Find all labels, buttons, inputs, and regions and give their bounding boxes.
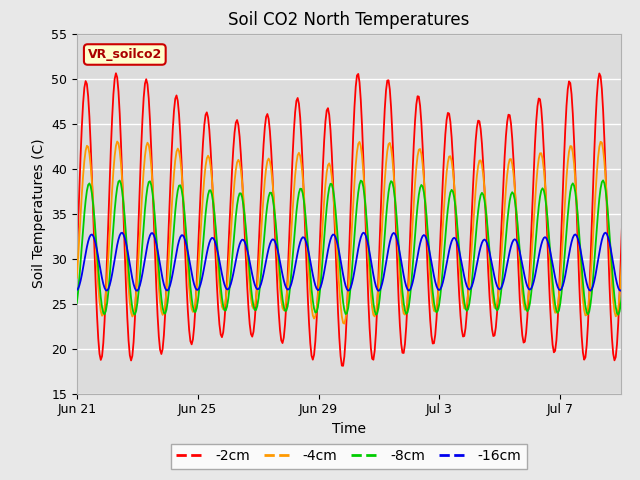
Line: -16cm: -16cm	[77, 233, 636, 291]
-8cm	[73, 300, 81, 306]
-8cm	[260, 241, 268, 247]
-4cm	[390, 170, 397, 176]
-16cm	[82, 251, 90, 256]
-4cm	[113, 139, 121, 144]
-2cm	[275, 310, 283, 315]
-16cm	[274, 247, 282, 252]
-16cm	[602, 230, 609, 236]
-2cm	[73, 257, 81, 263]
-2cm	[261, 124, 269, 130]
-4cm	[261, 178, 269, 183]
-2cm	[82, 78, 90, 84]
Line: -8cm: -8cm	[77, 180, 636, 315]
-16cm	[252, 285, 260, 290]
-8cm	[632, 189, 640, 195]
-2cm	[253, 275, 261, 281]
-4cm	[82, 148, 90, 154]
-2cm	[112, 71, 120, 76]
-16cm	[388, 231, 396, 237]
-4cm	[632, 178, 640, 184]
Line: -2cm: -2cm	[77, 73, 636, 366]
Legend: -2cm, -4cm, -8cm, -16cm: -2cm, -4cm, -8cm, -16cm	[171, 444, 527, 469]
-2cm	[339, 363, 347, 369]
-2cm	[390, 161, 397, 167]
Line: -4cm: -4cm	[77, 142, 636, 324]
-16cm	[269, 237, 276, 242]
-8cm	[82, 198, 90, 204]
-2cm	[270, 199, 278, 205]
-4cm	[340, 321, 348, 326]
-4cm	[73, 275, 81, 280]
-4cm	[253, 284, 261, 289]
Title: Soil CO2 North Temperatures: Soil CO2 North Temperatures	[228, 11, 470, 29]
-16cm	[632, 230, 640, 236]
X-axis label: Time: Time	[332, 422, 366, 436]
-4cm	[270, 194, 278, 200]
-16cm	[260, 271, 268, 276]
-16cm	[374, 288, 382, 294]
-8cm	[614, 312, 622, 318]
-8cm	[269, 194, 276, 200]
Y-axis label: Soil Temperatures (C): Soil Temperatures (C)	[31, 139, 45, 288]
-8cm	[599, 178, 607, 183]
-8cm	[387, 178, 395, 184]
-2cm	[632, 176, 640, 181]
-8cm	[274, 241, 282, 247]
-4cm	[275, 270, 283, 276]
-16cm	[73, 287, 81, 293]
-8cm	[252, 307, 260, 313]
Text: VR_soilco2: VR_soilco2	[88, 48, 162, 61]
